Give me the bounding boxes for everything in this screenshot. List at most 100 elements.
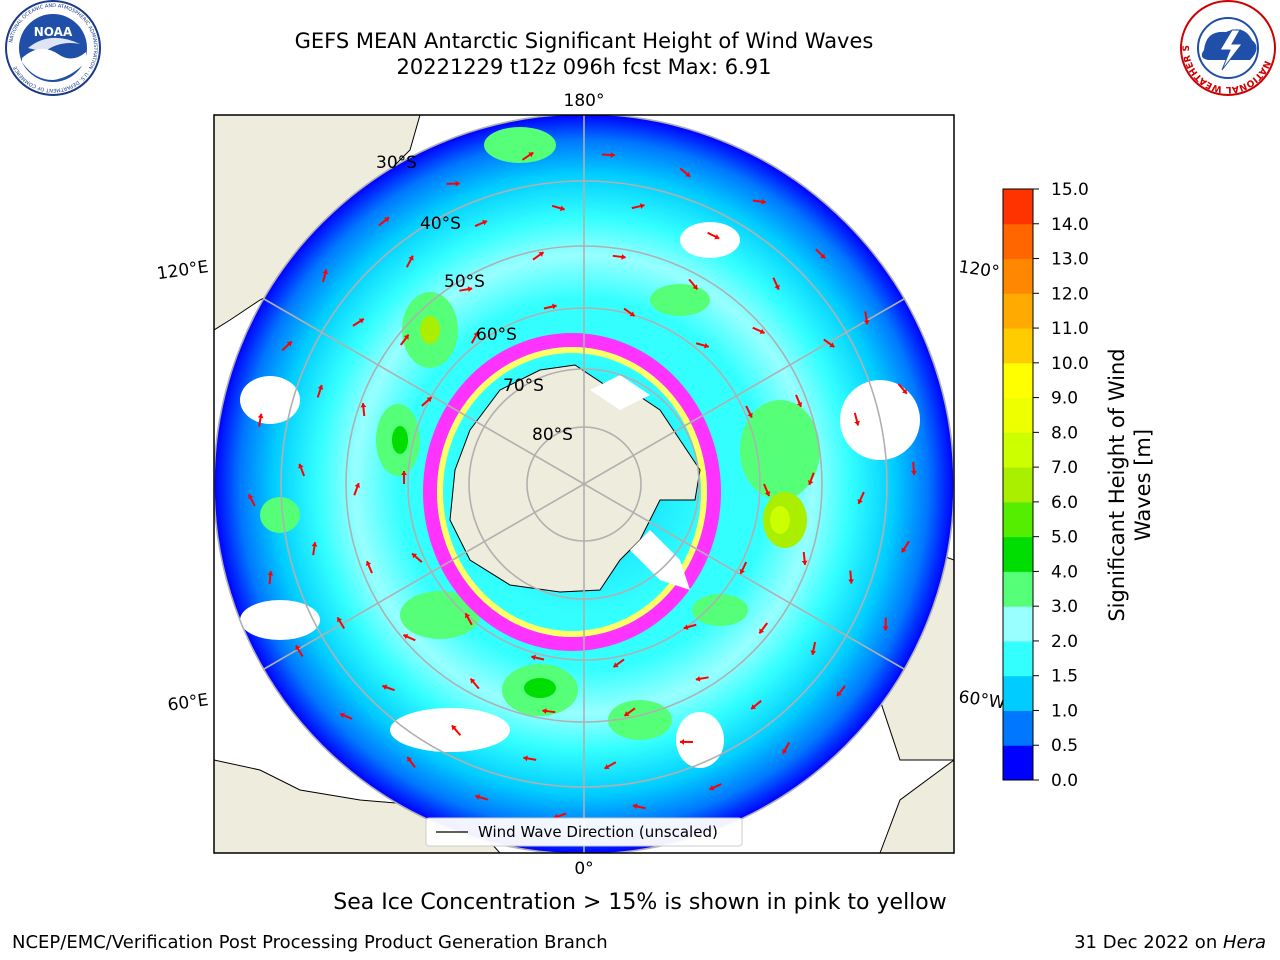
colorbar-tick-label: 13.0 — [1051, 250, 1089, 270]
wave-direction-arrowhead — [704, 342, 709, 349]
wave-direction-arrowhead — [683, 624, 689, 630]
wave-direction-arrowhead — [685, 171, 691, 177]
lat-label-50s: 50°S — [444, 272, 485, 292]
title-line-1: GEFS MEAN Antarctic Significant Height o… — [294, 29, 874, 53]
footer-credit: NCEP/EMC/Verification Post Processing Pr… — [12, 932, 608, 953]
wave-direction-arrowhead — [857, 498, 863, 504]
wave-direction-arrowhead — [709, 785, 715, 791]
wave-direction-arrowhead — [759, 328, 765, 335]
colorbar-tick-label: 14.0 — [1051, 215, 1089, 235]
wave-direction-arrowhead — [764, 491, 771, 496]
wave-direction-arrowhead — [910, 470, 917, 475]
colorbar-segment — [1003, 328, 1033, 364]
colorbar-tick-label: 6.0 — [1051, 493, 1078, 513]
wave-direction-arrowhead — [401, 471, 407, 476]
wave-direction-arrowhead — [523, 755, 528, 762]
sea-ice-footnote: Sea Ice Concentration > 15% is shown in … — [333, 890, 947, 915]
nws-logo: NATIONAL WEATHER SERVICE — [0, 0, 1276, 96]
wave-direction-arrowhead — [774, 284, 780, 290]
wave-direction-arrowhead — [467, 286, 473, 293]
wave-direction-arrowhead — [782, 748, 788, 754]
colorbar-segment — [1003, 536, 1033, 572]
wave-direction-arrowhead — [408, 255, 414, 261]
nws-ring-text: NATIONAL WEATHER SERVICE — [0, 0, 1272, 94]
colorbar-tick-label: 4.0 — [1051, 562, 1078, 582]
map-area: Wind Wave Direction (unscaled) — [214, 115, 954, 853]
wave-direction-arrowhead — [692, 284, 698, 290]
lon-label-120e: 120°E — [156, 257, 210, 284]
wave-direction-arrowhead — [464, 613, 471, 619]
wave-direction-arrowhead — [482, 219, 488, 226]
colorbar-tick-label: 7.0 — [1051, 458, 1078, 478]
colorbar: 0.0 0.5 1.0 1.5 2.0 3.0 4.0 5.0 6.0 7.0 8.0 9.0 10.0… — [1002, 180, 1089, 791]
title-line-2: 20221229 t12z 096h fcst Max: 6.91 — [396, 55, 772, 79]
wave-direction-arrowhead — [451, 725, 457, 731]
wave-direction-arrowhead — [317, 385, 324, 390]
wave-direction-arrowhead — [298, 463, 304, 469]
colorbar-label-line-1: Significant Height of Wind — [1105, 348, 1129, 621]
colorbar-segment — [1003, 640, 1033, 677]
wave-direction-arrowhead — [531, 654, 536, 661]
lat-label-80s: 80°S — [532, 425, 573, 445]
map-graticule — [214, 115, 954, 853]
wave-direction-arrowhead — [863, 319, 870, 325]
wave-direction-arrowhead — [695, 675, 701, 682]
wave-direction-arrowhead — [248, 494, 254, 500]
colorbar-segment — [1003, 362, 1033, 399]
wave-direction-arrowhead — [810, 650, 817, 655]
lon-label-180: 180° — [564, 91, 605, 111]
colorbar-tick-label: 0.0 — [1051, 771, 1078, 791]
colorbar-segment — [1003, 223, 1033, 260]
colorbar-segment — [1003, 675, 1033, 711]
lat-label-40s: 40°S — [420, 214, 461, 234]
colorbar-segment — [1003, 467, 1033, 503]
wave-direction-arrowhead — [801, 560, 808, 565]
colorbar-segment — [1003, 606, 1033, 642]
wave-direction-arrowhead — [882, 626, 889, 631]
colorbar-tick-label: 2.0 — [1051, 632, 1078, 652]
wave-direction-arrowhead — [848, 579, 854, 584]
colorbar-tick-label: 11.0 — [1051, 319, 1089, 339]
wave-direction-arrowhead — [295, 645, 301, 651]
colorbar-tick-label: 5.0 — [1051, 528, 1078, 548]
legend-label: Wind Wave Direction (unscaled) — [478, 823, 718, 841]
lon-label-0: 0° — [574, 859, 593, 879]
wave-direction-arrowhead — [901, 547, 907, 553]
ice-shelf-weddell — [630, 530, 690, 590]
colorbar-tick-label: 1.5 — [1051, 667, 1078, 687]
wave-direction-arrowhead — [559, 205, 565, 212]
wind-wave-direction-arrows — [247, 151, 917, 820]
wave-direction-arrowhead — [470, 678, 476, 684]
land-south-america-south — [879, 759, 954, 853]
lon-label-60w: 60°W — [957, 687, 1006, 713]
wave-direction-arrowhead — [407, 756, 413, 762]
wave-direction-arrowhead — [286, 341, 292, 347]
lat-label-60s: 60°S — [476, 325, 517, 345]
wave-direction-arrowhead — [759, 628, 765, 634]
colorbar-segment — [1003, 710, 1033, 746]
wave-direction-arrowhead — [761, 198, 766, 205]
wave-direction-arrowhead — [629, 311, 635, 317]
colorbar-segment — [1003, 397, 1033, 433]
wave-direction-arrowhead — [337, 617, 343, 623]
lon-label-60e: 60°E — [166, 690, 209, 715]
colorbar-tick-label: 1.0 — [1051, 701, 1078, 721]
sea-ice-inner — [437, 347, 707, 637]
colorbar-tick-label: 15.0 — [1051, 180, 1089, 200]
wave-direction-arrowhead — [365, 561, 372, 567]
wave-direction-arrowhead — [403, 633, 409, 640]
colorbar-segment — [1003, 745, 1033, 781]
wave-direction-arrowhead — [613, 662, 619, 668]
wave-direction-arrowhead — [714, 234, 720, 240]
footer-host: Hera — [1222, 932, 1266, 953]
lon-label-120w: 120° — [957, 257, 1000, 283]
wave-direction-arrowhead — [604, 764, 610, 770]
wave-direction-arrowhead — [621, 254, 626, 260]
colorbar-tick-label: 12.0 — [1051, 284, 1089, 304]
footer-date-text: 31 Dec 2022 on — [1074, 932, 1223, 953]
wave-direction-arrowhead — [902, 388, 907, 394]
wave-direction-arrowhead — [267, 571, 274, 576]
colorbar-border — [1002, 188, 1034, 781]
wave-direction-arrowhead — [538, 252, 544, 257]
wave-direction-arrowhead — [403, 334, 409, 340]
